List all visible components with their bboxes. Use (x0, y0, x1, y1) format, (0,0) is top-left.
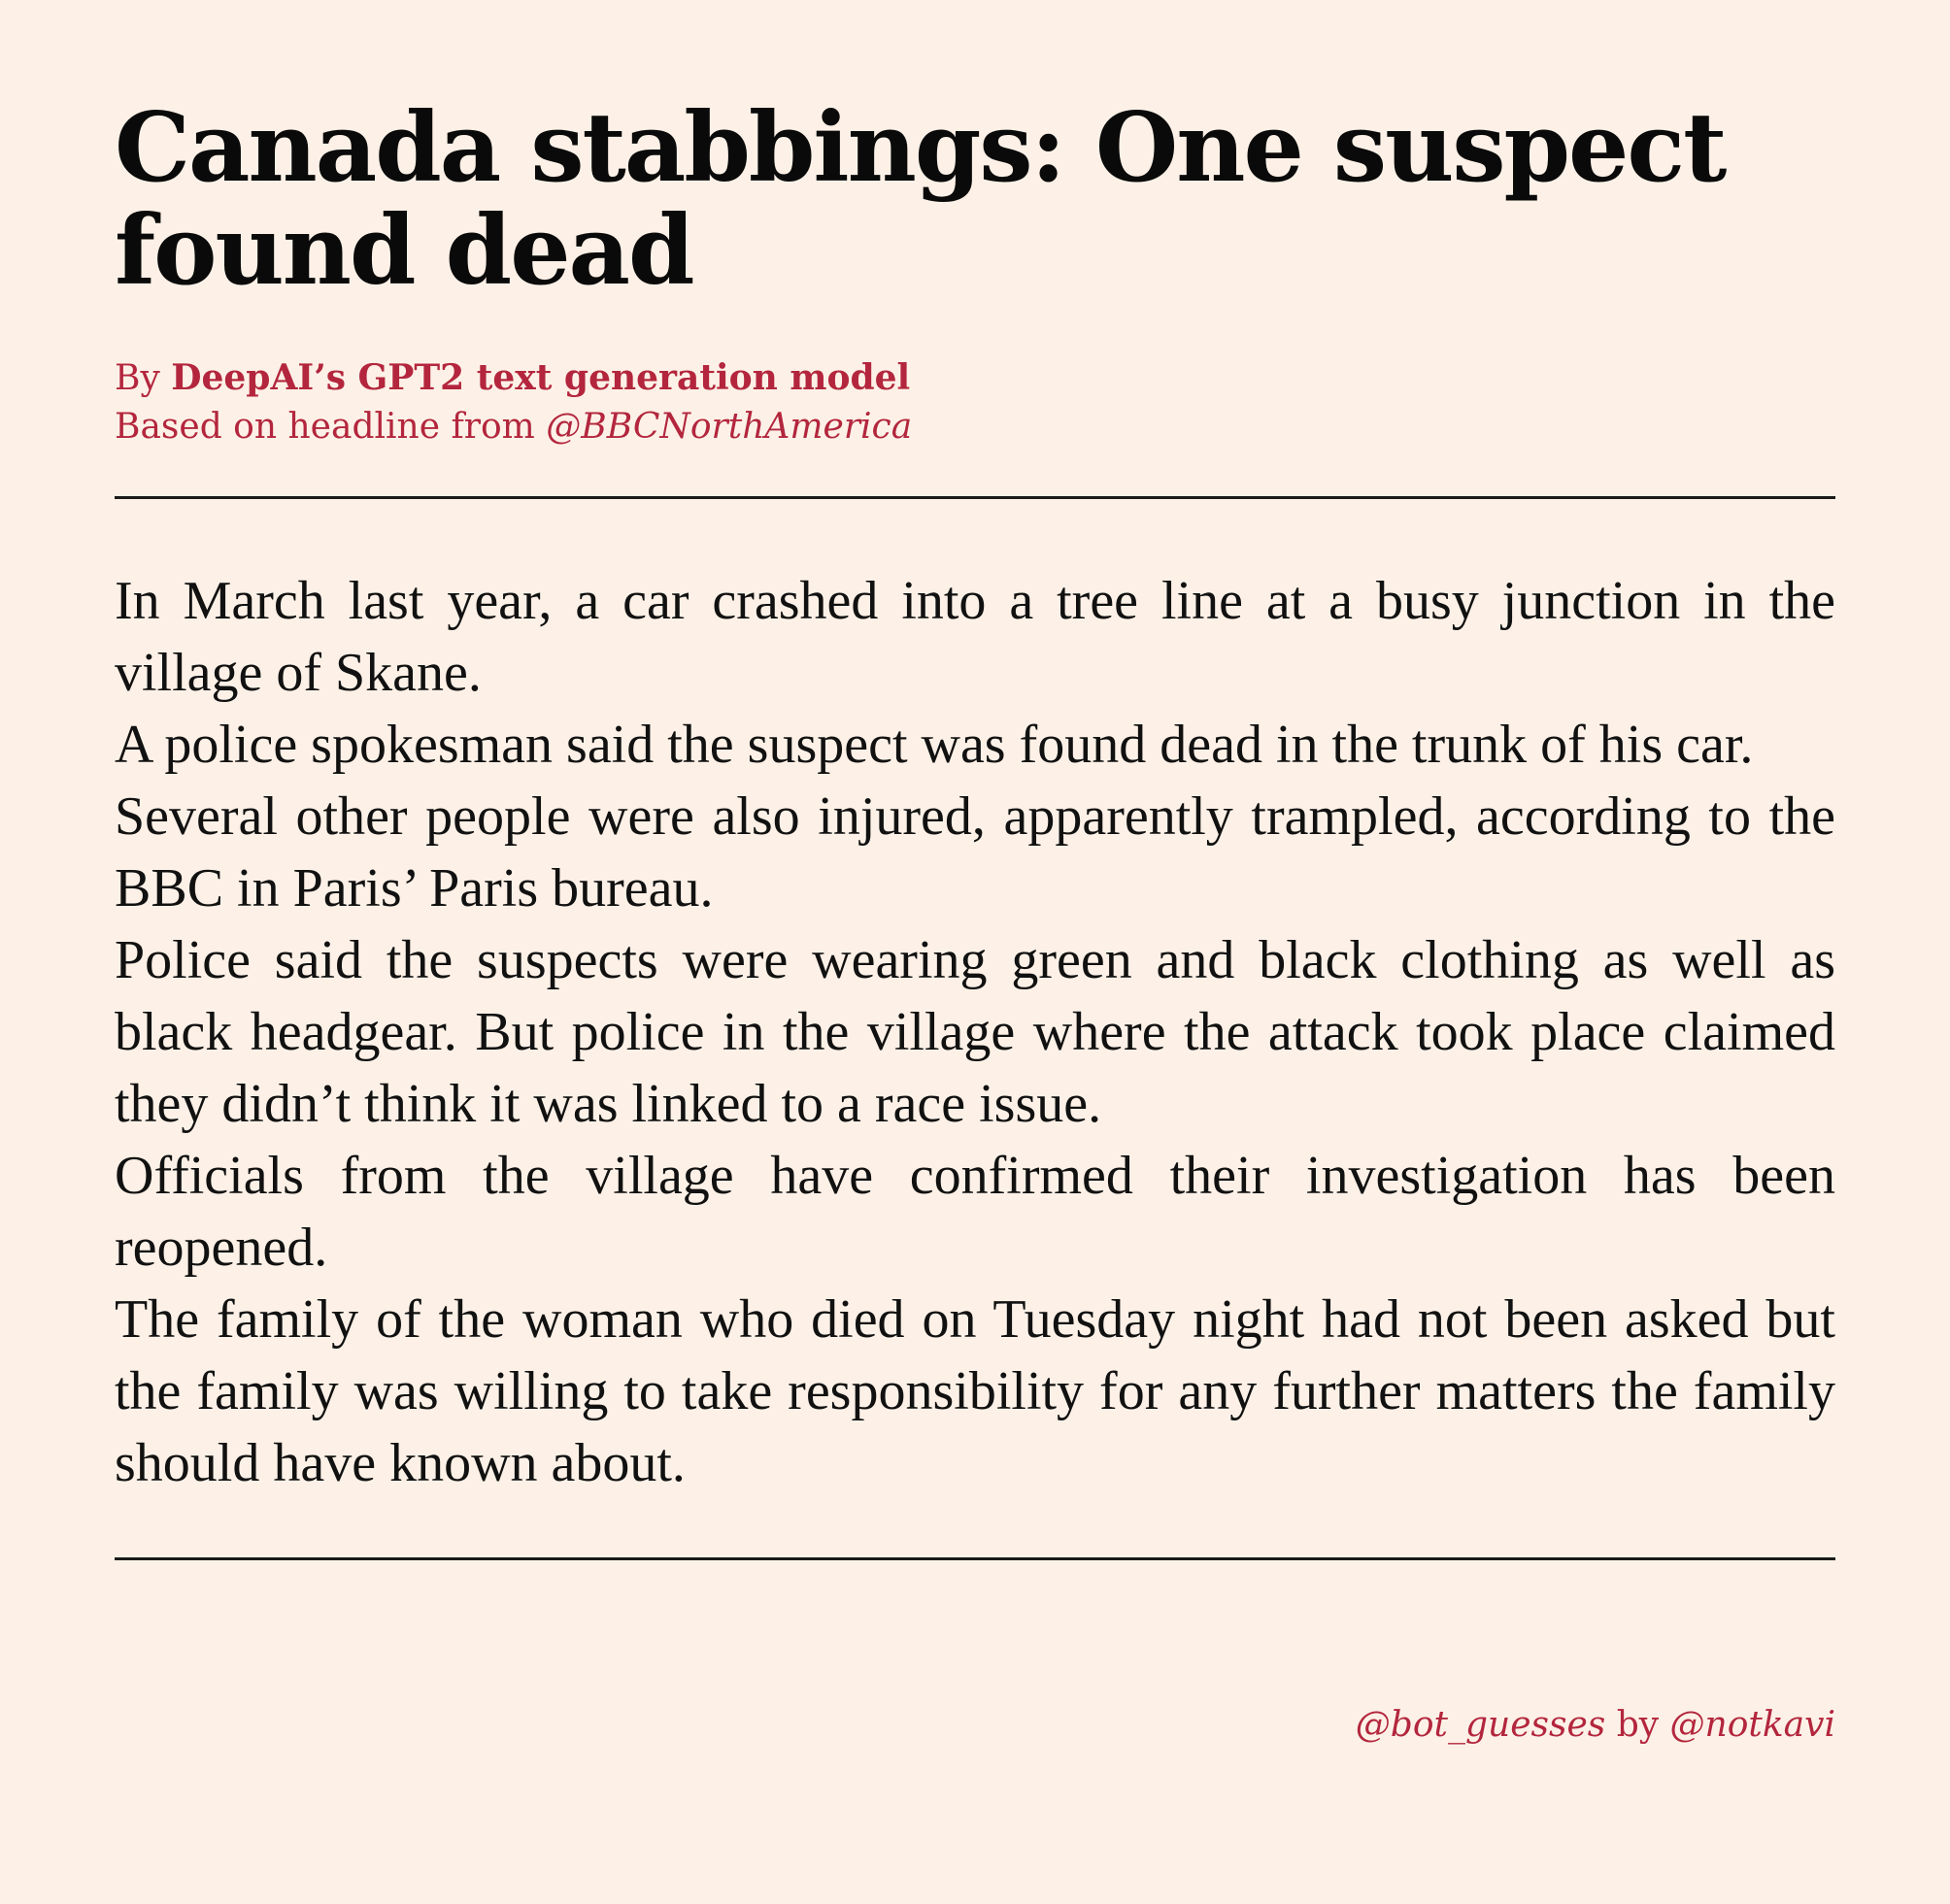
paragraph: In March last year, a car crashed into a… (115, 571, 1835, 703)
by-word: by (1605, 1705, 1670, 1745)
source-line: Based on headline from @BBCNorthAmerica (115, 403, 1835, 451)
top-divider (115, 496, 1835, 499)
paragraph: The family of the woman who died on Tues… (115, 1289, 1835, 1493)
byline-author: DeepAI’s GPT2 text generation model (171, 357, 911, 398)
source-prefix: Based on headline from (115, 407, 547, 447)
article-page: Canada stabbings: One suspect found dead… (115, 97, 1835, 1560)
paragraph: A police spokesman said the suspect was … (115, 715, 1754, 775)
headline: Canada stabbings: One suspect found dead (115, 92, 1727, 307)
bottom-divider (115, 1557, 1835, 1560)
paragraph: Officials from the village have confirme… (115, 1146, 1835, 1278)
author-handle: @notkavi (1669, 1705, 1835, 1745)
byline-prefix: By (115, 358, 172, 398)
footer-credit: @bot_guesses by @notkavi (1356, 1701, 1835, 1750)
byline-block: By DeepAI’s GPT2 text generation model B… (115, 353, 1835, 451)
paragraph: Several other people were also injured, … (115, 786, 1835, 919)
paragraph: Police said the suspects were wearing gr… (115, 930, 1835, 1134)
article-body: In March last year, a car crashed into a… (115, 565, 1835, 1499)
source-handle: @BBCNorthAmerica (546, 407, 913, 447)
byline: By DeepAI’s GPT2 text generation model (115, 353, 1835, 403)
bot-handle: @bot_guesses (1355, 1705, 1606, 1745)
